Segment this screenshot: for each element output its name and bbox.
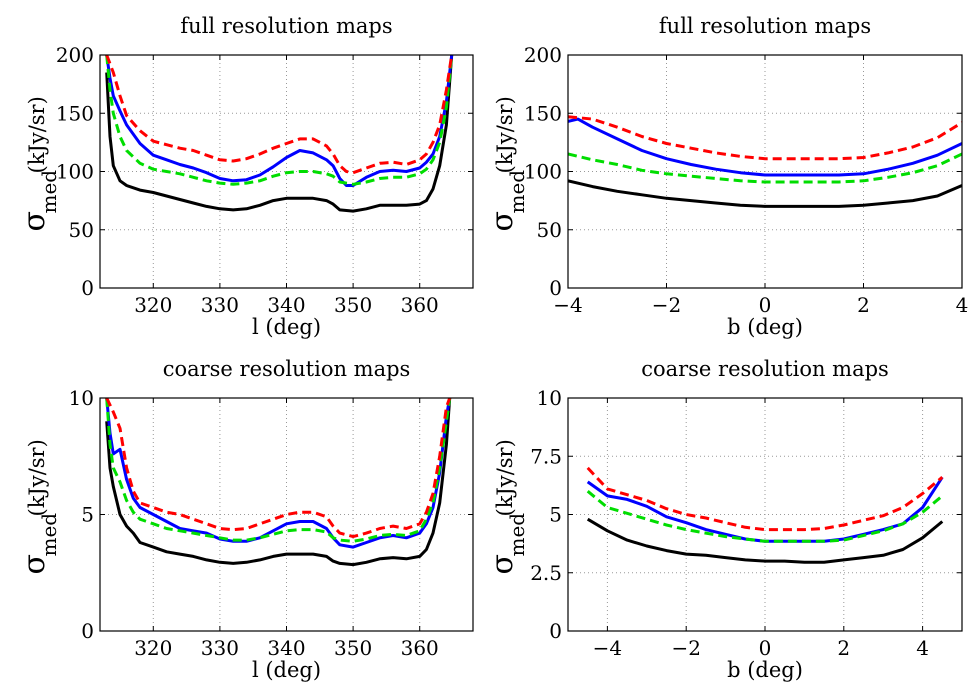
x-tick-label: 320 xyxy=(134,636,172,660)
y-tick-label: 0 xyxy=(81,619,94,643)
series-line xyxy=(568,117,962,177)
x-axis-label: l (deg) xyxy=(252,658,321,682)
panel-bottom-left: 320 330 340 350 360 0 5 10 coarse resolution map… xyxy=(17,357,474,682)
series-line xyxy=(586,490,944,543)
y-tick-label: 50 xyxy=(69,218,94,242)
x-tick-label: 0 xyxy=(759,636,772,660)
series-group xyxy=(586,466,944,564)
x-tick-label: 350 xyxy=(334,293,372,317)
x-tick-label: −4 xyxy=(593,636,622,660)
panel-top-right: −4 −2 0 2 4 0 50 100 150 200 full resolution maps b… xyxy=(485,14,968,339)
y-axis-label-symbol: σ xyxy=(17,211,52,231)
x-tick-label: −2 xyxy=(671,636,700,660)
y-tick-label: 150 xyxy=(56,101,94,125)
series-line xyxy=(105,55,454,175)
x-tick-label: −4 xyxy=(553,293,582,317)
panel-top-left: 320 330 340 350 360 0 50 100 150 200 full resoluti… xyxy=(17,14,474,339)
y-axis-label-unit: (kJy/sr) xyxy=(25,96,49,173)
y-tick-label: 2.5 xyxy=(530,561,562,585)
x-tick-label: 330 xyxy=(201,636,239,660)
x-axis-label: l (deg) xyxy=(252,315,321,339)
series-group xyxy=(568,115,962,208)
y-tick-label: 5 xyxy=(549,503,562,527)
chart-title: coarse resolution maps xyxy=(163,357,411,381)
y-tick-label: 100 xyxy=(56,160,94,184)
x-tick-label: 2 xyxy=(857,293,870,317)
y-tick-label: 150 xyxy=(524,101,562,125)
y-axis-label-unit: (kJy/sr) xyxy=(493,96,517,173)
y-tick-label: 0 xyxy=(549,276,562,300)
y-tick-label: 10 xyxy=(69,386,94,410)
x-tick-label: 320 xyxy=(134,293,172,317)
y-axis-label-unit: (kJy/sr) xyxy=(493,439,517,516)
y-tick-label: 100 xyxy=(524,160,562,184)
y-axis-label-subscript: med xyxy=(37,513,61,557)
series-group xyxy=(105,398,452,567)
y-axis-label-symbol: σ xyxy=(17,554,52,574)
series-line xyxy=(568,152,962,184)
chart-title: full resolution maps xyxy=(180,14,392,38)
series-line xyxy=(586,466,944,532)
series-line xyxy=(105,55,454,213)
x-tick-label: 4 xyxy=(916,636,929,660)
x-tick-label: 360 xyxy=(401,636,439,660)
series-group xyxy=(105,55,454,213)
x-tick-label: 2 xyxy=(837,636,850,660)
y-tick-label: 200 xyxy=(524,43,562,67)
chart-title: full resolution maps xyxy=(659,14,871,38)
y-axis-label-subscript: med xyxy=(505,170,529,214)
y-axis-label-subscript: med xyxy=(37,170,61,214)
y-tick-label: 200 xyxy=(56,43,94,67)
y-tick-label: 7.5 xyxy=(530,444,562,468)
x-tick-label: −2 xyxy=(652,293,681,317)
y-axis-label-symbol: σ xyxy=(485,211,520,231)
series-line xyxy=(105,398,452,549)
series-line xyxy=(568,115,962,161)
series-line xyxy=(105,398,452,543)
x-axis-label: b (deg) xyxy=(727,315,803,339)
series-line xyxy=(568,179,962,208)
series-line xyxy=(586,517,944,564)
y-tick-label: 50 xyxy=(537,218,562,242)
x-tick-label: 360 xyxy=(401,293,439,317)
panel-bottom-right: −4 −2 0 2 4 0 2.5 5 7.5 10 coarse resolution maps b… xyxy=(485,357,963,682)
series-line xyxy=(105,398,452,567)
x-tick-label: 340 xyxy=(267,636,305,660)
y-tick-label: 0 xyxy=(549,619,562,643)
y-tick-label: 0 xyxy=(81,276,94,300)
series-line xyxy=(105,55,454,186)
y-axis-label-unit: (kJy/sr) xyxy=(25,439,49,516)
y-axis-label-symbol: σ xyxy=(485,554,520,574)
y-axis-label-subscript: med xyxy=(505,513,529,557)
series-line xyxy=(105,398,452,539)
x-tick-label: 4 xyxy=(956,293,969,317)
y-tick-label: 5 xyxy=(81,503,94,527)
x-tick-label: 0 xyxy=(759,293,772,317)
series-line xyxy=(105,55,454,187)
x-tick-label: 330 xyxy=(201,293,239,317)
y-tick-label: 10 xyxy=(537,386,562,410)
chart-title: coarse resolution maps xyxy=(641,357,889,381)
x-tick-label: 350 xyxy=(334,636,372,660)
x-axis-label: b (deg) xyxy=(727,658,803,682)
x-tick-label: 340 xyxy=(267,293,305,317)
